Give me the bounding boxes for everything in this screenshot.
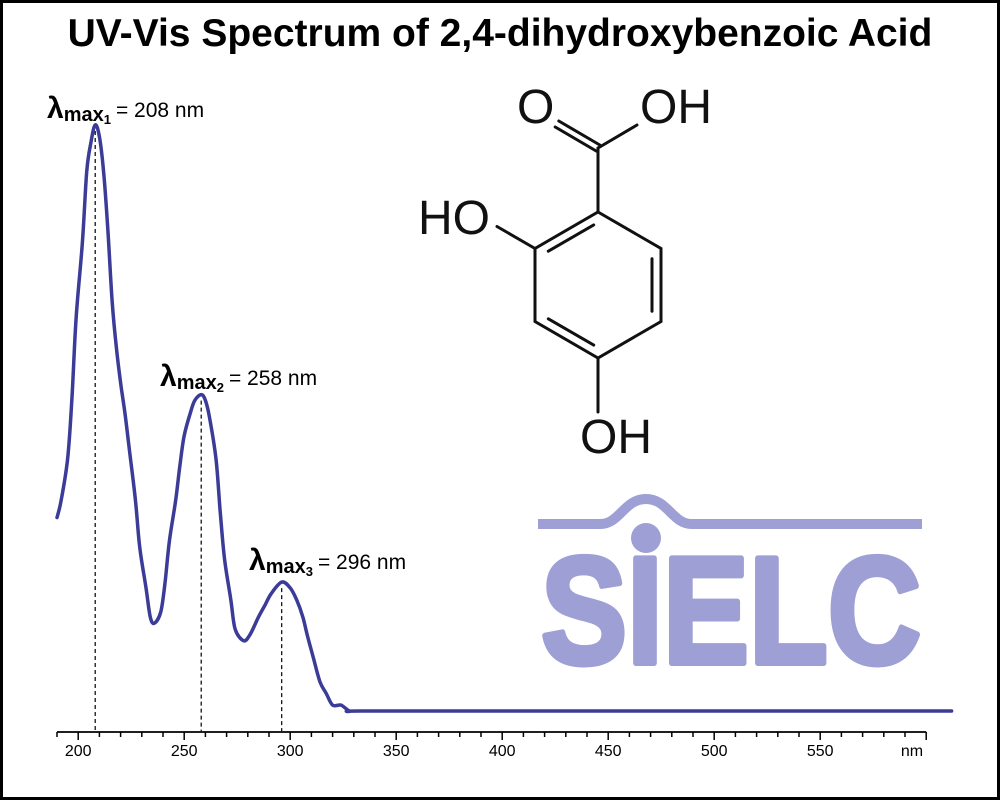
chart-title: UV-Vis Spectrum of 2,4-dihydroxybenzoic … <box>68 12 933 55</box>
x-tick-label: 550 <box>807 743 834 760</box>
x-tick-label: 350 <box>383 743 410 760</box>
ortho-hydroxyl-label: HO <box>418 192 490 245</box>
spectrum-line <box>55 123 954 714</box>
x-axis-ticks: 200 250 300 350 400 450 500 550 <box>56 732 927 760</box>
plot-area: 200 250 300 350 400 450 500 550 nm λmax1 = 208 n… <box>47 92 954 760</box>
peak-wavelength-label: = 208 nm <box>116 99 204 122</box>
carbonyl-double-bond-a <box>557 119 602 147</box>
lambda-symbol: λ <box>160 360 177 393</box>
x-tick-label: 500 <box>701 743 728 760</box>
carboxyl-hydroxyl-label: OH <box>640 81 712 134</box>
peak-wavelength-label: = 258 nm <box>229 367 317 390</box>
logo-wave-line <box>538 493 922 529</box>
lambda-subscript: max <box>64 104 104 126</box>
peak-index: 1 <box>104 112 111 127</box>
peak-index: 3 <box>306 564 313 579</box>
carboxyl-oh-bond <box>596 123 639 150</box>
lambda-symbol: λ <box>47 92 64 125</box>
logo-dot <box>631 523 661 553</box>
para-hydroxyl-label: OH <box>580 411 652 464</box>
peak-index: 2 <box>217 380 224 395</box>
ring-double-bond-upper-left <box>546 223 596 253</box>
peak-label-2: λmax2 = 258 nm <box>160 360 317 395</box>
lambda-subscript: max <box>177 372 217 394</box>
x-tick-label: 400 <box>489 743 516 760</box>
carbonyl-oxygen-label: O <box>517 81 554 134</box>
x-tick-label: 450 <box>595 743 622 760</box>
carbonyl-double-bond-b <box>553 125 598 153</box>
peak-label-1: λmax1 = 208 nm <box>47 92 204 127</box>
ortho-oh-bond <box>495 225 537 250</box>
peak-wavelength-label: = 296 nm <box>318 551 406 574</box>
lambda-subscript: max <box>266 556 306 578</box>
ring-double-bond-lower-left <box>546 317 596 347</box>
x-tick-label: 300 <box>277 743 304 760</box>
x-tick-label: 250 <box>171 743 198 760</box>
logo-lettering: SIELC <box>541 526 921 696</box>
x-axis-unit-label: nm <box>901 743 923 760</box>
peak-marker-lines <box>94 131 283 731</box>
molecule-structure: O OH HO OH <box>418 81 712 464</box>
lambda-symbol: λ <box>249 544 266 577</box>
peak-label-3: λmax3 = 296 nm <box>249 544 406 579</box>
sielc-logo: SIELC <box>538 493 924 699</box>
x-tick-label: 200 <box>65 743 92 760</box>
